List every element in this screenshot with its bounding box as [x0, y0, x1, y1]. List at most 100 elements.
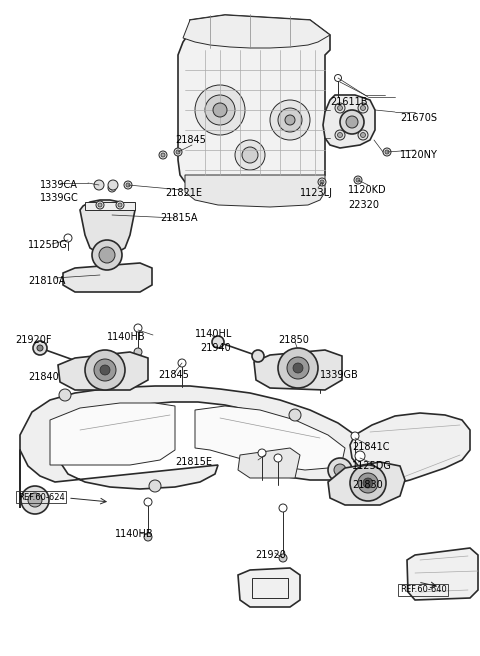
Circle shape	[335, 103, 345, 113]
Circle shape	[235, 140, 265, 170]
Circle shape	[337, 133, 343, 138]
Polygon shape	[185, 175, 325, 207]
Circle shape	[100, 365, 110, 375]
Text: 21940: 21940	[200, 343, 231, 353]
Circle shape	[287, 357, 309, 379]
Circle shape	[278, 108, 302, 132]
Circle shape	[340, 110, 364, 134]
Text: 21815E: 21815E	[175, 457, 212, 467]
Circle shape	[144, 498, 152, 506]
Circle shape	[94, 359, 116, 381]
Circle shape	[149, 480, 161, 492]
Text: 21845: 21845	[175, 135, 206, 145]
Circle shape	[116, 201, 124, 209]
Circle shape	[124, 181, 132, 189]
Polygon shape	[20, 386, 362, 508]
Text: 1140HL: 1140HL	[195, 329, 232, 339]
Polygon shape	[350, 413, 470, 490]
Polygon shape	[323, 95, 375, 148]
Text: 21810A: 21810A	[28, 276, 65, 286]
Polygon shape	[58, 352, 148, 390]
Circle shape	[358, 473, 378, 493]
Polygon shape	[178, 15, 330, 200]
Circle shape	[360, 133, 365, 138]
Text: 1339GC: 1339GC	[40, 193, 79, 203]
Circle shape	[355, 451, 365, 461]
Text: 1125DG: 1125DG	[352, 461, 392, 471]
Circle shape	[383, 148, 391, 156]
Circle shape	[85, 350, 125, 390]
Circle shape	[252, 350, 264, 362]
Polygon shape	[238, 568, 300, 607]
Polygon shape	[183, 15, 330, 48]
Circle shape	[110, 186, 114, 190]
Text: 21920F: 21920F	[15, 335, 51, 345]
Circle shape	[289, 409, 301, 421]
Circle shape	[258, 449, 266, 457]
Circle shape	[59, 389, 71, 401]
Bar	[252, 578, 288, 598]
Circle shape	[212, 336, 224, 348]
Polygon shape	[195, 406, 345, 470]
Text: 1140HB: 1140HB	[115, 529, 154, 539]
Circle shape	[126, 183, 130, 187]
Text: 21841C: 21841C	[352, 442, 389, 452]
Circle shape	[161, 153, 165, 157]
Polygon shape	[328, 462, 405, 505]
Circle shape	[358, 103, 368, 113]
Circle shape	[354, 176, 362, 184]
Circle shape	[385, 150, 389, 154]
Circle shape	[358, 130, 368, 140]
Circle shape	[335, 130, 345, 140]
Circle shape	[213, 103, 227, 117]
Circle shape	[94, 180, 104, 190]
Circle shape	[134, 324, 142, 332]
Text: 21670S: 21670S	[400, 113, 437, 123]
Text: 22320: 22320	[348, 200, 379, 210]
Circle shape	[316, 366, 324, 374]
Polygon shape	[63, 263, 152, 292]
Circle shape	[279, 504, 287, 512]
Text: 21821E: 21821E	[165, 188, 202, 198]
Text: 1140HB: 1140HB	[107, 332, 145, 342]
Circle shape	[96, 201, 104, 209]
Circle shape	[334, 464, 346, 476]
Circle shape	[98, 203, 102, 207]
Text: 1120KD: 1120KD	[348, 185, 386, 195]
Circle shape	[351, 432, 359, 440]
Circle shape	[118, 203, 122, 207]
Polygon shape	[50, 403, 175, 465]
Text: 1339GB: 1339GB	[320, 370, 359, 380]
Circle shape	[21, 486, 49, 514]
Circle shape	[242, 147, 258, 163]
Circle shape	[92, 240, 122, 270]
Text: 21815A: 21815A	[160, 213, 197, 223]
Circle shape	[279, 554, 287, 562]
Text: 21830: 21830	[352, 480, 383, 490]
Circle shape	[144, 533, 152, 541]
Circle shape	[337, 106, 343, 110]
Circle shape	[176, 150, 180, 154]
Polygon shape	[85, 202, 135, 210]
Circle shape	[355, 472, 365, 482]
Text: 1339CA: 1339CA	[40, 180, 78, 190]
Text: 21611B: 21611B	[330, 97, 368, 107]
Circle shape	[108, 184, 116, 192]
Circle shape	[174, 148, 182, 156]
Circle shape	[318, 178, 326, 186]
Circle shape	[195, 85, 245, 135]
Circle shape	[108, 180, 118, 190]
Circle shape	[293, 363, 303, 373]
Circle shape	[270, 100, 310, 140]
Circle shape	[335, 75, 341, 81]
Circle shape	[134, 348, 142, 356]
Circle shape	[346, 116, 358, 128]
Circle shape	[320, 180, 324, 184]
Text: 21840: 21840	[28, 372, 59, 382]
Circle shape	[363, 478, 373, 488]
Polygon shape	[254, 350, 342, 390]
Text: 1125DG: 1125DG	[28, 240, 68, 250]
Circle shape	[350, 465, 386, 501]
Polygon shape	[80, 200, 135, 258]
Circle shape	[360, 106, 365, 110]
